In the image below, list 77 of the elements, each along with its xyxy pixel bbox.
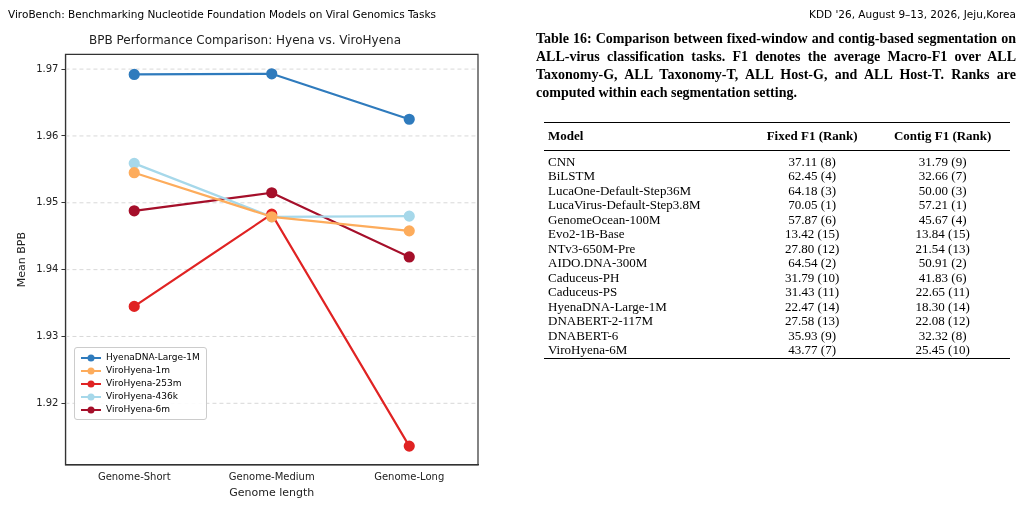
text: HyenaDNA-Large-1M [547,298,668,314]
x-tick-label: Genome-Short [97,471,171,483]
point [128,157,140,169]
text: 13.42 (15) [784,226,841,242]
text: 62.45 (4) [787,168,837,184]
point [128,205,140,217]
text: KDD '26, August 9–13, 2026, Jeju,Korea [809,8,1016,22]
text: 35.93 (9) [787,327,836,343]
text: 22.65 (11) [914,284,971,300]
point [128,167,140,179]
text: 57.87 (6) [787,211,837,227]
text: GenomeOcean-100M [547,211,661,227]
text: 27.80 (12) [784,240,841,256]
text: LucaVirus-Default-Step3.8M [547,197,702,213]
text: 31.43 (11) [784,284,840,300]
text: AIDO.DNA-300M [547,255,649,271]
text: 57.21 (1) [917,197,968,213]
text: 64.18 (3) [787,182,837,198]
text: 45.67 (4) [917,211,968,227]
legend-label: ViroHyena-6m [106,403,171,416]
text: 41.83 (6) [917,269,968,285]
text: Caduceus-PH [547,269,621,285]
text: 32.32 (8) [917,327,967,343]
category-label: Fixed F1 (Rank) [765,127,859,145]
text: Evo2-1B-Base [547,226,626,242]
text: 31.79 (10) [784,269,841,285]
text: 13.84 (15) [914,226,971,242]
text: DNABERT-6 [547,327,620,343]
point [128,68,140,81]
y-tick-label: 1.95 [36,196,59,208]
category-label: Model [547,127,585,145]
text: 50.00 (3) [917,182,968,198]
point [403,210,415,222]
text: 25.45 (10) [914,342,971,358]
legend-label: ViroHyena-253m [106,377,182,390]
point [403,225,415,237]
text: 37.11 (8) [787,152,837,169]
text: 22.08 (12) [914,313,971,329]
text: BiLSTM [547,168,596,184]
text: 18.30 (14) [914,298,971,314]
x-tick-label: Genome-Long [374,471,445,483]
text: 31.79 (9) [917,152,968,169]
legend-label: HyenaDNA-Large-1M [106,351,200,364]
y-tick-label: 1.94 [36,263,59,275]
text: 27.58 (13) [784,313,841,329]
text: 43.77 (7) [787,342,837,358]
y-tick-label: 1.97 [36,62,59,74]
legend-label: ViroHyena-436k [106,390,178,403]
text: ViroBench: Benchmarking Nucleotide Foundation Models on Viral Genomics Tasks [8,8,437,22]
text: 50.91 (2) [917,255,967,271]
text: 21.54 (13) [914,240,971,256]
text: CNN [547,152,577,169]
text: 22.47 (14) [784,298,841,314]
point [128,300,140,312]
y-axis-title: Mean BPB [15,232,29,288]
text: 64.54 (2) [787,255,836,271]
point [403,113,415,125]
text: ViroHyena-6M [547,342,629,358]
legend-label: ViroHyena-1m [106,364,171,377]
text: 32.66 (7) [917,168,968,184]
category-label: Contig F1 (Rank) [892,127,993,145]
text: Caduceus-PS [547,284,619,300]
y-tick-label: 1.92 [36,396,59,408]
text: DNABERT-2-117M [547,313,654,329]
point [403,251,415,263]
x-axis-title: Genome length [229,486,315,500]
x-tick-label: Genome-Medium [228,471,315,483]
text: LucaOne-Default-Step36M [547,182,692,198]
y-tick-label: 1.96 [36,129,59,141]
point [266,68,278,80]
chart-title: BPB Performance Comparison: Hyena vs. ViroHyena [88,33,402,48]
point [266,187,278,199]
text: 70.05 (1) [787,197,837,213]
y-tick-label: 1.93 [36,330,59,342]
text: NTv3-650M-Pre [547,240,637,256]
point [403,440,415,452]
text: Table 16: Comparison between fixed-window and contig-based segmentation on ALL-virus classification tasks. F1 denotes the average Macro-F1 over ALL Taxonomy-G, ALL Taxonomy-T, ALL Host-G, and ALL Host-T. Ranks are computed within each segmentation setting. [536,30,1016,102]
